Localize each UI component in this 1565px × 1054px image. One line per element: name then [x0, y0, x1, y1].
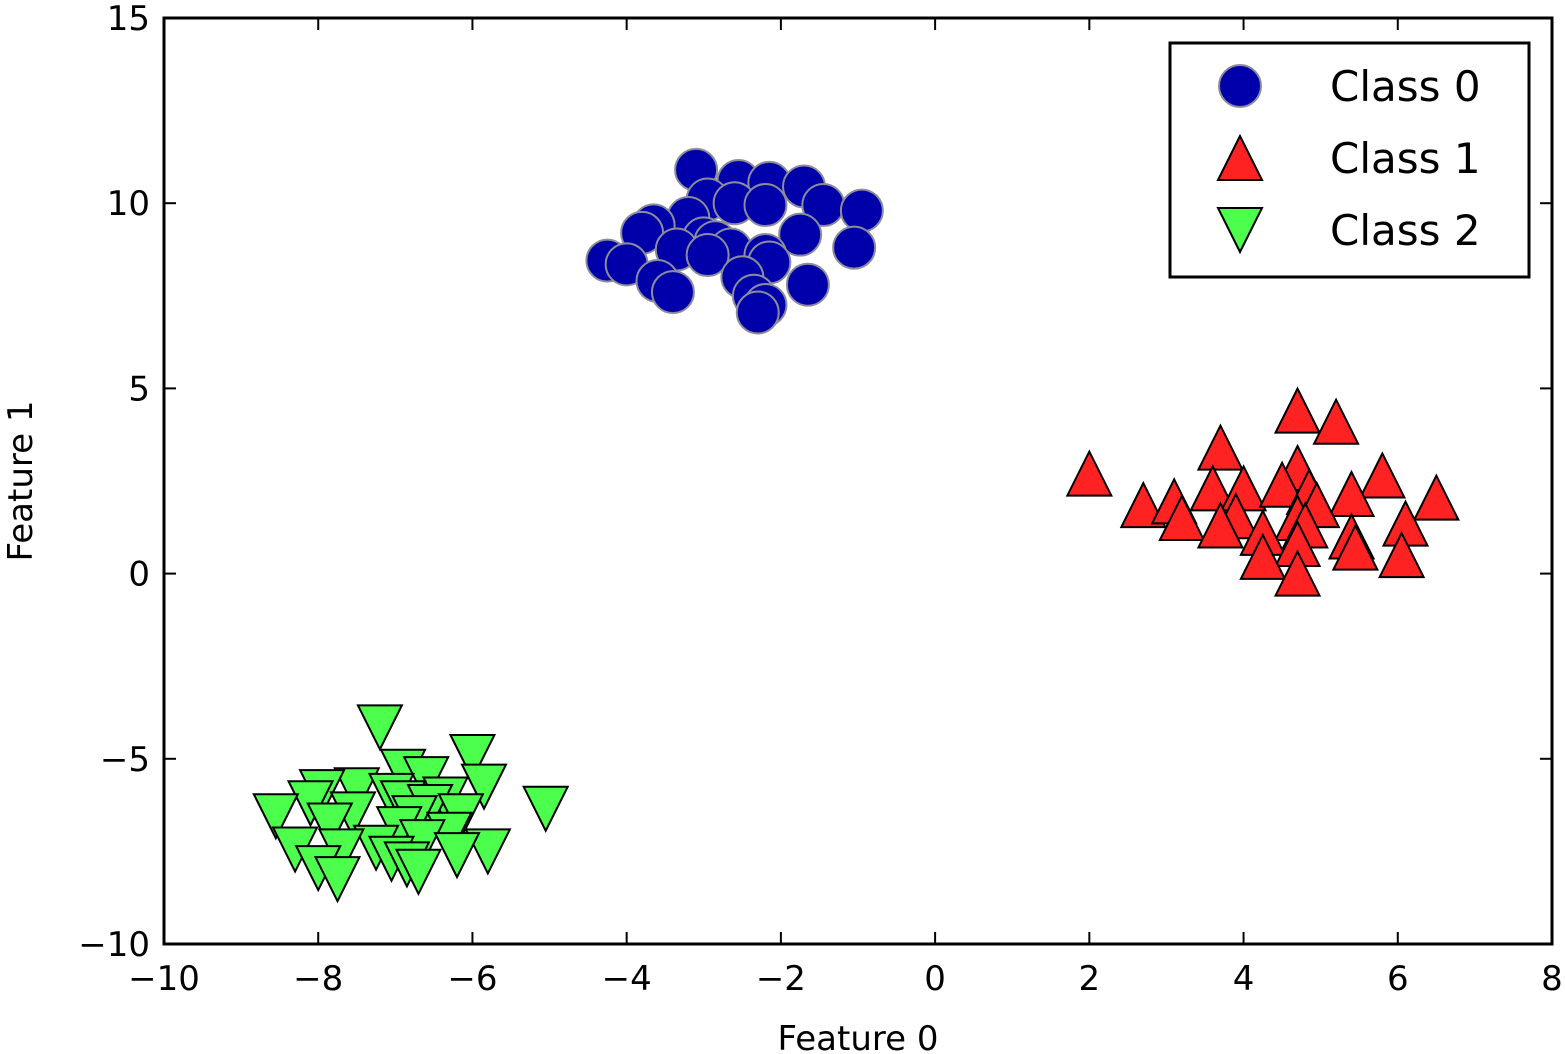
y-tick-label: −10 [78, 925, 150, 965]
x-tick-label: −2 [756, 959, 806, 999]
y-tick-label: 0 [128, 555, 150, 595]
data-point-class-2 [448, 733, 497, 782]
data-point-class-1 [1189, 464, 1237, 512]
data-point-class-1 [1273, 549, 1322, 597]
data-point-class-1 [1158, 493, 1206, 542]
data-point-class-0 [735, 290, 780, 335]
markers-layer [252, 147, 1460, 904]
legend-label: Class 0 [1330, 62, 1481, 111]
x-tick-label: 6 [1387, 959, 1409, 999]
data-point-class-1 [1378, 530, 1426, 579]
data-point-class-2 [252, 793, 300, 841]
y-axis-label: Feature 1 [1, 401, 41, 562]
data-point-class-2 [522, 785, 570, 834]
data-point-class-1 [1196, 423, 1245, 471]
data-point-class-1 [1065, 449, 1113, 497]
x-tick-label: 0 [924, 959, 946, 999]
data-point-class-1 [1358, 451, 1406, 499]
data-point-class-2 [460, 763, 508, 811]
x-tick-label: −4 [602, 959, 652, 999]
legend-label: Class 2 [1330, 206, 1481, 255]
plot-frame [162, 16, 1554, 946]
legend-entries: Class 0 Class 1 Class 2 [1216, 62, 1481, 255]
legend-entry-class-0: Class 0 [1218, 62, 1481, 111]
y-tick-label: 15 [107, 0, 150, 39]
data-point-class-0 [650, 270, 695, 315]
legend-marker-class-1 [1216, 133, 1264, 181]
data-point-class-0 [832, 225, 877, 270]
legend-marker-class-0 [1218, 64, 1262, 108]
data-point-class-2 [313, 856, 362, 904]
x-tick-label: −6 [447, 959, 497, 999]
legend-label: Class 1 [1330, 134, 1481, 183]
data-point-class-1 [1273, 386, 1322, 434]
data-point-class-1 [1312, 397, 1360, 445]
x-tick-label: 2 [1079, 959, 1101, 999]
x-tick-label: −10 [128, 959, 200, 999]
legend: Class 0 Class 1 Class 2 [1168, 41, 1531, 279]
legend-entry-class-1: Class 1 [1216, 133, 1481, 183]
data-point-class-1 [1196, 501, 1245, 549]
y-tick-label: 10 [107, 184, 150, 224]
data-point-class-1 [1258, 460, 1306, 508]
data-point-class-1 [1219, 464, 1268, 512]
data-point-class-0 [839, 188, 884, 233]
y-tick-label: −5 [100, 740, 150, 780]
x-tick-label: −8 [293, 959, 343, 999]
data-point-class-1 [1239, 532, 1287, 580]
data-point-class-1 [1412, 473, 1460, 521]
ticks-layer: −10 −8 −6 −4 −2 0 2 4 6 8 −10 −5 0 5 10 15 [78, 0, 1563, 999]
data-point-class-1 [1331, 523, 1379, 571]
data-point-class-1 [1119, 480, 1167, 529]
data-point-class-2 [394, 848, 443, 897]
legend-entry-class-2: Class 2 [1216, 206, 1481, 255]
data-point-class-0 [743, 183, 788, 228]
data-point-class-0 [778, 212, 823, 257]
data-point-class-2 [306, 802, 354, 850]
legend-marker-class-2 [1216, 207, 1264, 255]
data-point-class-2 [356, 704, 404, 752]
x-axis-label: Feature 0 [778, 1019, 939, 1054]
data-point-class-2 [333, 767, 381, 815]
x-tick-label: 4 [1233, 959, 1255, 999]
data-point-class-2 [433, 832, 481, 880]
data-point-class-0 [685, 233, 730, 278]
x-tick-label: 8 [1541, 959, 1563, 999]
data-point-class-2 [464, 828, 512, 876]
data-point-class-0 [785, 262, 830, 307]
y-tick-label: 5 [128, 369, 150, 409]
